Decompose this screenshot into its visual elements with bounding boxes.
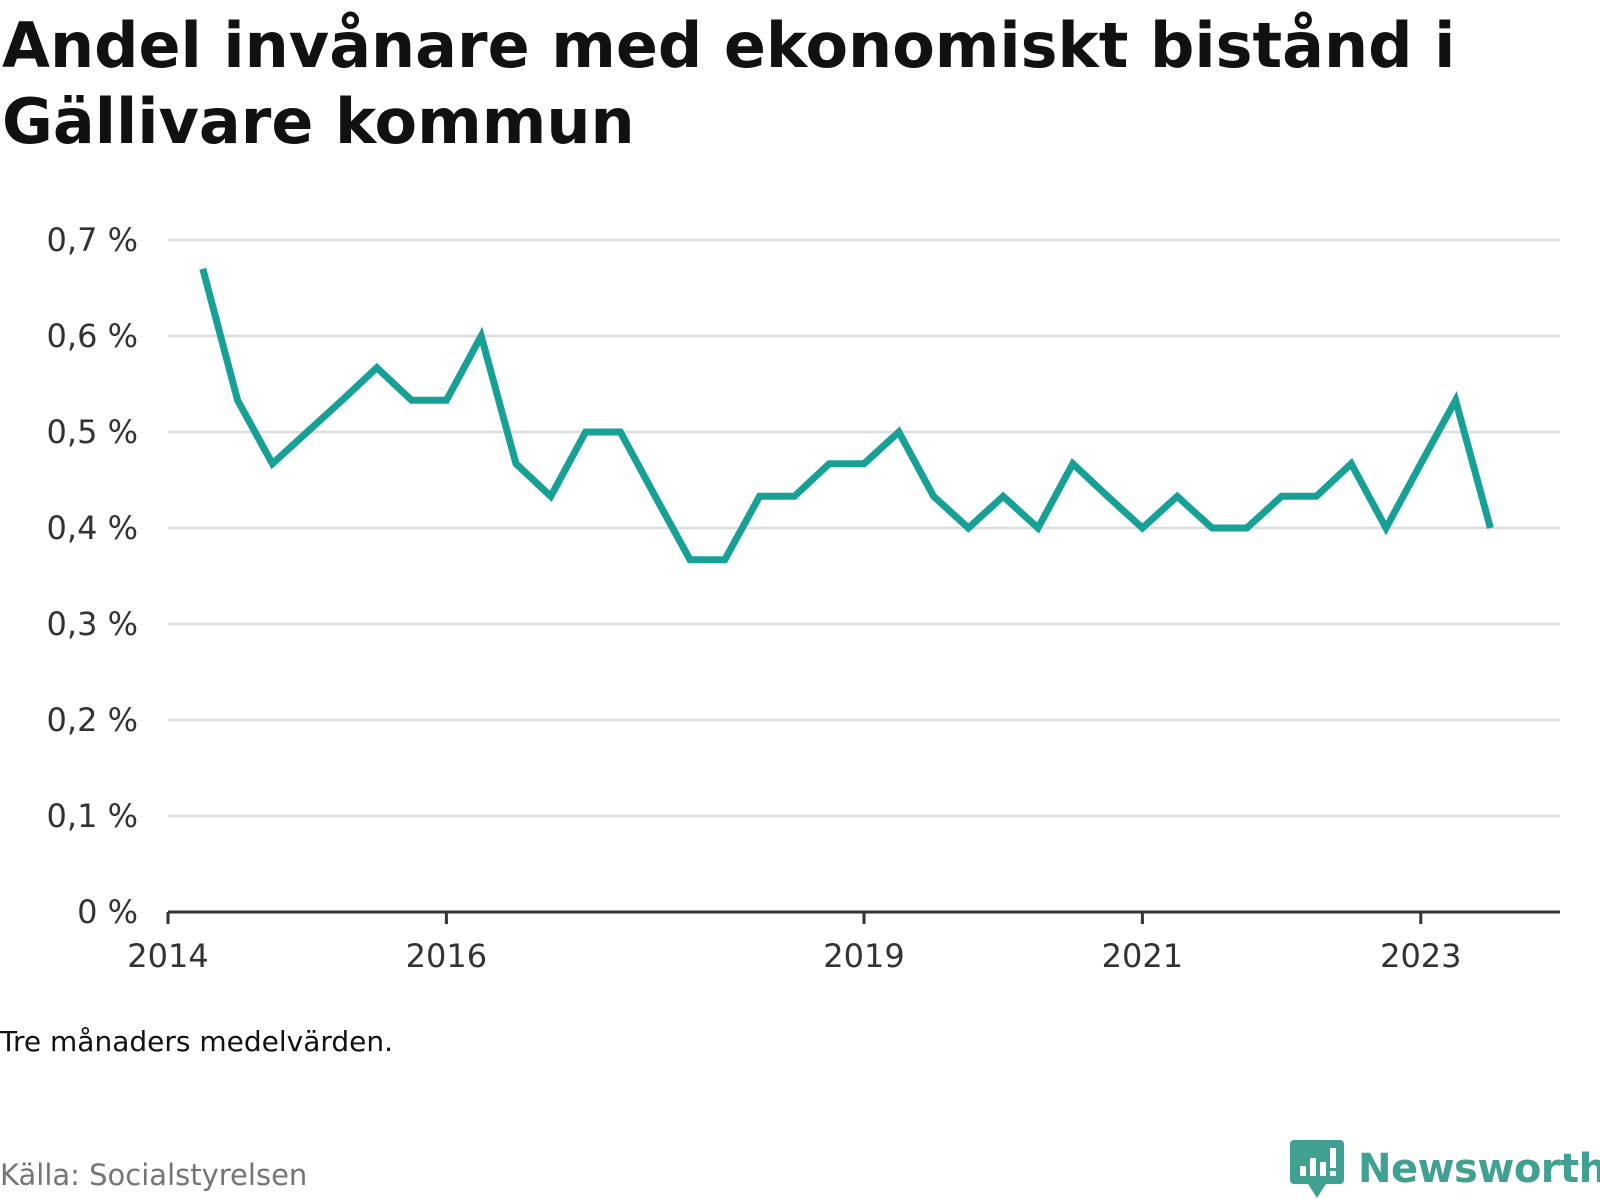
line-chart: 0 % 0,1 % 0,2 % 0,3 % 0,4 % 0,5 % 0,6 % 0,7 % 2… <box>47 221 1560 975</box>
y-axis-tick-labels: 0 % 0,1 % 0,2 % 0,3 % 0,4 % 0,5 % 0,6 % 0,7 % <box>47 221 138 931</box>
y-tick-label: 0,6 % <box>47 317 138 355</box>
series-line <box>199 267 1494 564</box>
newsworthy-logo-icon <box>1290 1140 1344 1198</box>
x-axis-tick-labels: 2014 2016 2019 2021 2023 <box>127 937 1461 975</box>
chart-note: Tre månaders medelvärden. <box>0 1025 394 1058</box>
grid-lines <box>168 238 1560 818</box>
y-tick-label: 0,1 % <box>47 797 138 835</box>
y-tick-label: 0,7 % <box>47 221 138 259</box>
x-tick-label: 2014 <box>127 937 208 975</box>
y-tick-label: 0,2 % <box>47 701 138 739</box>
x-tick-label: 2016 <box>406 937 487 975</box>
data-points <box>202 268 1491 560</box>
y-tick-label: 0,5 % <box>47 413 138 451</box>
x-tick-label: 2019 <box>823 937 904 975</box>
y-tick-label: 0,4 % <box>47 509 138 547</box>
x-axis <box>166 910 1560 924</box>
brand-logo: Newsworthy <box>1290 1140 1600 1198</box>
y-tick-label: 0,3 % <box>47 605 138 643</box>
brand-name: Newsworthy <box>1358 1146 1600 1192</box>
y-tick-label: 0 % <box>77 893 138 931</box>
x-tick-label: 2021 <box>1102 937 1183 975</box>
source-label: Källa: Socialstyrelsen <box>0 1158 308 1192</box>
chart-title: Andel invånare med ekonomiskt bistånd i … <box>2 9 1456 158</box>
x-tick-label: 2023 <box>1380 937 1461 975</box>
